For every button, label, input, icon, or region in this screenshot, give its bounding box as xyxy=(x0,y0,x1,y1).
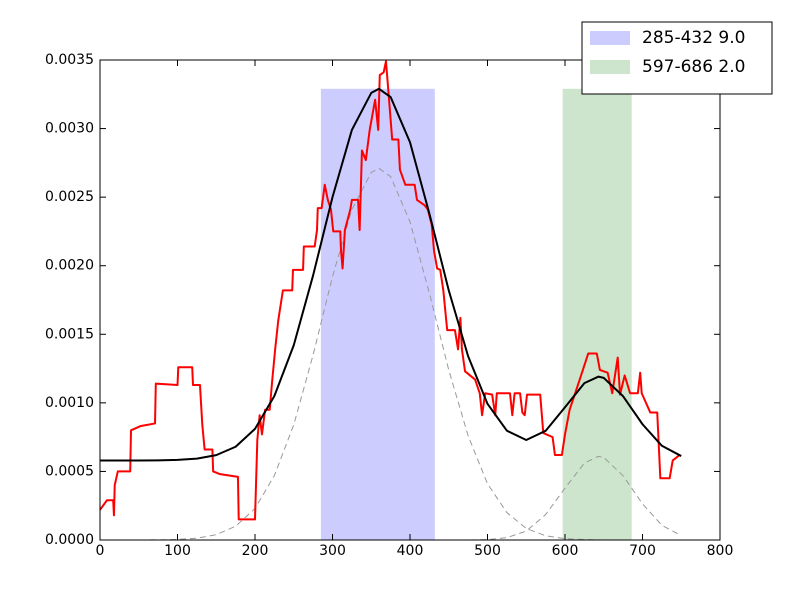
x-tick-label: 600 xyxy=(552,543,579,559)
x-tick-label: 500 xyxy=(474,543,501,559)
x-tick-label: 800 xyxy=(707,543,734,559)
x-tick-label: 300 xyxy=(319,543,346,559)
y-tick-label: 0.0000 xyxy=(45,532,94,548)
y-tick-label: 0.0020 xyxy=(45,258,94,274)
x-tick-label: 0 xyxy=(96,543,105,559)
y-tick-label: 0.0030 xyxy=(45,121,94,137)
y-tick-label: 0.0015 xyxy=(45,326,94,342)
y-tick-label: 0.0005 xyxy=(45,463,94,479)
legend-swatch xyxy=(590,31,630,45)
y-tick-label: 0.0035 xyxy=(45,52,94,68)
span xyxy=(562,88,632,541)
legend-label: 597-686 2.0 xyxy=(642,57,745,77)
legend-label: 285-432 9.0 xyxy=(642,28,745,48)
x-tick-label: 200 xyxy=(242,543,269,559)
legend-swatch xyxy=(590,60,630,74)
series-line xyxy=(99,60,681,521)
y-tick-label: 0.0025 xyxy=(45,189,94,205)
series-line xyxy=(100,87,682,462)
x-tick-label: 100 xyxy=(164,543,191,559)
y-tick-label: 0.0010 xyxy=(45,395,94,411)
span xyxy=(320,88,435,541)
x-tick-label: 700 xyxy=(629,543,656,559)
x-tick-label: 400 xyxy=(397,543,424,559)
